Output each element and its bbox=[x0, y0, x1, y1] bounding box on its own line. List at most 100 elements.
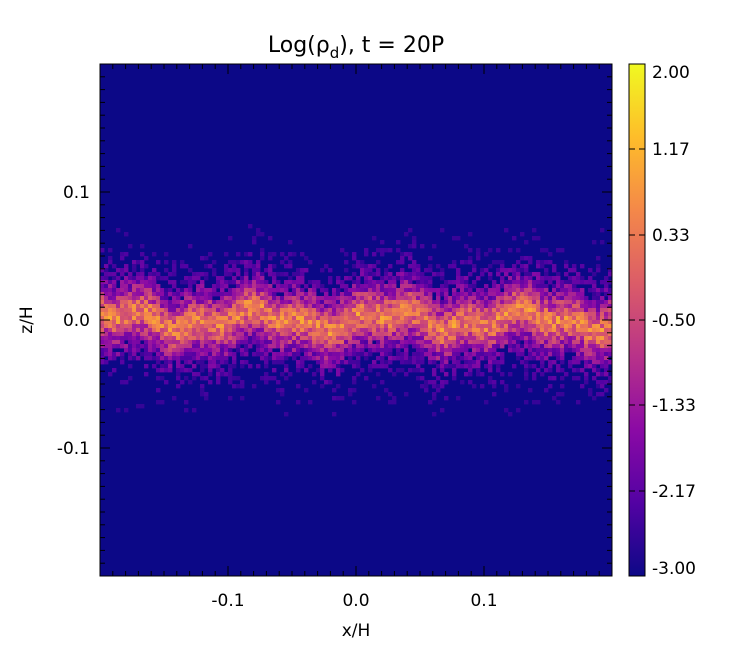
heatmap-cell bbox=[592, 320, 597, 325]
heatmap-cell bbox=[548, 324, 553, 329]
heatmap-cell bbox=[608, 332, 612, 337]
heatmap-cell bbox=[540, 356, 545, 361]
heatmap-cell bbox=[484, 268, 489, 273]
heatmap-cell bbox=[112, 264, 117, 269]
heatmap-cell bbox=[456, 324, 461, 329]
heatmap-cell bbox=[344, 292, 349, 297]
heatmap-cell bbox=[524, 372, 529, 377]
heatmap-cell bbox=[528, 352, 533, 357]
heatmap-cell bbox=[492, 288, 497, 293]
heatmap-cell bbox=[492, 356, 497, 361]
heatmap-cell bbox=[512, 236, 517, 241]
heatmap-cell bbox=[224, 280, 229, 285]
heatmap-cell bbox=[604, 332, 609, 337]
heatmap-cell bbox=[588, 312, 593, 317]
heatmap-cell bbox=[280, 296, 285, 301]
heatmap-cell bbox=[352, 256, 357, 261]
heatmap-cell bbox=[104, 284, 109, 289]
heatmap-cell bbox=[196, 360, 201, 365]
heatmap-cell bbox=[324, 328, 329, 333]
heatmap-cell bbox=[416, 364, 421, 369]
heatmap-cell bbox=[540, 308, 545, 313]
heatmap-cell bbox=[132, 308, 137, 313]
heatmap-cell bbox=[352, 360, 357, 365]
heatmap-cell bbox=[536, 312, 541, 317]
heatmap-cell bbox=[412, 352, 417, 357]
heatmap-cell bbox=[428, 288, 433, 293]
heatmap-cell bbox=[348, 288, 353, 293]
heatmap-cell bbox=[224, 328, 229, 333]
heatmap-cell bbox=[316, 336, 321, 341]
heatmap-cell bbox=[520, 312, 525, 317]
heatmap-cell bbox=[596, 264, 601, 269]
heatmap-cell bbox=[608, 352, 612, 357]
heatmap-cell bbox=[524, 264, 529, 269]
colorbar-tick-label: 0.33 bbox=[652, 226, 690, 246]
heatmap-cell bbox=[532, 228, 537, 233]
heatmap-cell bbox=[452, 300, 457, 305]
heatmap-cell bbox=[540, 284, 545, 289]
heatmap-cell bbox=[392, 284, 397, 289]
heatmap-cell bbox=[104, 272, 109, 277]
heatmap-cell bbox=[188, 288, 193, 293]
heatmap-cell bbox=[416, 356, 421, 361]
heatmap-cell bbox=[236, 252, 241, 257]
heatmap-cell bbox=[136, 316, 141, 321]
heatmap-cell bbox=[348, 332, 353, 337]
heatmap-cell bbox=[380, 280, 385, 285]
heatmap-cell bbox=[232, 264, 237, 269]
heatmap-cell bbox=[192, 300, 197, 305]
heatmap-cell bbox=[276, 352, 281, 357]
heatmap-cell bbox=[176, 324, 181, 329]
heatmap-cell bbox=[340, 296, 345, 301]
heatmap-cell bbox=[348, 340, 353, 345]
heatmap-cell bbox=[412, 344, 417, 349]
heatmap-cell bbox=[572, 284, 577, 289]
heatmap-cell bbox=[468, 308, 473, 313]
heatmap-cell bbox=[388, 312, 393, 317]
heatmap-cell bbox=[260, 328, 265, 333]
heatmap-cell bbox=[160, 348, 165, 353]
heatmap-cell bbox=[408, 228, 413, 233]
heatmap-cell bbox=[200, 376, 205, 381]
heatmap-cell bbox=[500, 312, 505, 317]
heatmap-cell bbox=[156, 308, 161, 313]
heatmap-cell bbox=[544, 340, 549, 345]
heatmap-cell bbox=[116, 352, 121, 357]
heatmap-cell bbox=[572, 312, 577, 317]
heatmap-cell bbox=[520, 232, 525, 237]
heatmap-cell bbox=[140, 304, 145, 309]
heatmap-cell bbox=[368, 268, 373, 273]
heatmap-cell bbox=[584, 336, 589, 341]
heatmap-cell bbox=[436, 344, 441, 349]
heatmap-cell bbox=[576, 376, 581, 381]
heatmap-cell bbox=[300, 356, 305, 361]
heatmap-cell bbox=[128, 332, 133, 337]
heatmap-cell bbox=[392, 328, 397, 333]
heatmap-cell bbox=[400, 320, 405, 325]
heatmap-cell bbox=[284, 328, 289, 333]
heatmap-cell bbox=[164, 292, 169, 297]
heatmap-cell bbox=[304, 316, 309, 321]
heatmap-cell bbox=[300, 336, 305, 341]
heatmap-cell bbox=[296, 316, 301, 321]
heatmap-cell bbox=[164, 356, 169, 361]
heatmap-cell bbox=[492, 292, 497, 297]
heatmap-cell bbox=[436, 388, 441, 393]
heatmap-cell bbox=[264, 284, 269, 289]
heatmap-cell bbox=[356, 304, 361, 309]
heatmap-cell bbox=[520, 328, 525, 333]
heatmap-cell bbox=[492, 284, 497, 289]
heatmap-cell bbox=[372, 332, 377, 337]
heatmap-cell bbox=[264, 340, 269, 345]
heatmap-cell bbox=[352, 252, 357, 257]
heatmap-cell bbox=[200, 352, 205, 357]
heatmap-cell bbox=[512, 340, 517, 345]
heatmap-cell bbox=[360, 268, 365, 273]
heatmap-cell bbox=[460, 340, 465, 345]
heatmap-cell bbox=[252, 324, 257, 329]
heatmap-cell bbox=[244, 300, 249, 305]
heatmap-cell bbox=[256, 228, 261, 233]
heatmap-cell bbox=[484, 316, 489, 321]
heatmap-cell bbox=[488, 360, 493, 365]
